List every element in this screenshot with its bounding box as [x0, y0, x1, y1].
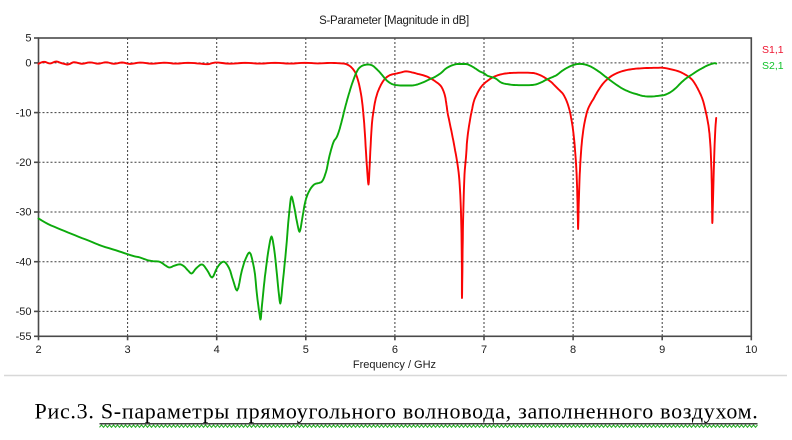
svg-text:Frequency / GHz: Frequency / GHz: [353, 359, 436, 371]
svg-text:2: 2: [35, 344, 41, 356]
svg-text:0: 0: [25, 58, 31, 70]
svg-text:9: 9: [659, 344, 665, 356]
svg-text:5: 5: [25, 33, 31, 45]
svg-text:5: 5: [303, 344, 309, 356]
svg-text:3: 3: [125, 344, 131, 356]
svg-text:6: 6: [392, 344, 398, 356]
svg-text:-40: -40: [16, 256, 32, 268]
svg-text:7: 7: [481, 344, 487, 356]
svg-text:8: 8: [570, 344, 576, 356]
svg-text:Рис.3. S-параметры прямоугольн: Рис.3. S-параметры прямоугольного волнов…: [35, 399, 759, 424]
svg-text:-55: -55: [16, 331, 32, 343]
svg-text:S-Parameter [Magnitude in dB]: S-Parameter [Magnitude in dB]: [319, 15, 469, 27]
svg-text:4: 4: [214, 344, 220, 356]
svg-text:-20: -20: [16, 157, 32, 169]
svg-text:S1,1: S1,1: [762, 44, 784, 56]
svg-text:-50: -50: [16, 306, 32, 318]
svg-text:S2,1: S2,1: [762, 60, 784, 72]
svg-text:-30: -30: [16, 207, 32, 219]
svg-text:10: 10: [745, 344, 757, 356]
svg-text:-10: -10: [16, 107, 32, 119]
